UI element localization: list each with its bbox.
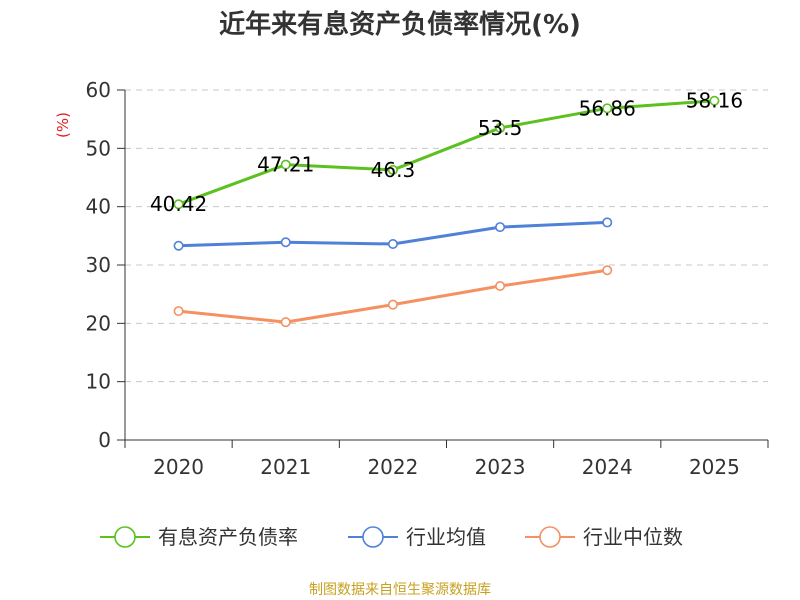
data-point <box>387 239 398 250</box>
y-axis-ticks: 0 10 20 30 40 50 60 <box>86 78 125 452</box>
legend-marker <box>114 526 136 548</box>
data-point <box>173 199 184 210</box>
data-point <box>602 265 613 276</box>
y-tick-label: 20 <box>86 311 111 335</box>
data-label: 46.3 <box>371 158 416 182</box>
data-point <box>173 306 184 317</box>
source-note: 制图数据来自恒生聚源数据库 <box>309 582 491 598</box>
data-point <box>602 103 613 114</box>
x-tick-label: 2023 <box>475 455 526 479</box>
data-point <box>173 240 184 251</box>
x-tick-label: 2021 <box>260 455 311 479</box>
data-label: 40.42 <box>150 192 207 216</box>
data-label: 56.86 <box>579 96 636 120</box>
x-tick-label: 2025 <box>689 455 740 479</box>
legend-item-1: 行业均值 <box>348 525 486 549</box>
x-tick-label: 2022 <box>367 455 418 479</box>
series-2 <box>173 265 613 328</box>
legend-label: 行业中位数 <box>583 525 683 549</box>
data-point <box>709 95 720 106</box>
x-tick-label: 2024 <box>582 455 633 479</box>
x-axis-ticks: 2020 2021 2022 2023 2024 2025 <box>124 440 769 479</box>
series-group: 40.42 47.21 46.3 53.5 56.86 58.16 <box>150 89 743 328</box>
series-0: 40.42 47.21 46.3 53.5 56.86 58.16 <box>150 89 743 216</box>
legend-marker <box>362 526 384 548</box>
y-axis-label: (%) <box>54 112 72 138</box>
legend-item-2: 行业中位数 <box>525 525 683 549</box>
legend-label: 有息资产负债率 <box>158 525 298 549</box>
legend: 有息资产负债率 行业均值 行业中位数 <box>100 525 683 549</box>
data-point <box>387 299 398 310</box>
data-point <box>280 237 291 248</box>
data-point <box>280 159 291 170</box>
series-1 <box>173 217 613 251</box>
data-point <box>280 317 291 328</box>
legend-label: 行业均值 <box>406 525 486 549</box>
y-tick-label: 0 <box>98 428 111 452</box>
data-point <box>602 217 613 228</box>
y-tick-label: 60 <box>86 78 111 102</box>
legend-marker <box>539 526 561 548</box>
x-tick-label: 2020 <box>153 455 204 479</box>
data-label: 47.21 <box>257 153 314 177</box>
data-point <box>495 280 506 291</box>
chart-title: 近年来有息资产负债率情况(%) <box>219 9 581 40</box>
y-tick-label: 10 <box>86 370 111 394</box>
data-label: 53.5 <box>478 116 523 140</box>
data-point <box>495 122 506 133</box>
y-tick-label: 40 <box>86 195 111 219</box>
series-line <box>178 268 608 324</box>
data-label: 58.16 <box>686 89 743 113</box>
y-tick-label: 30 <box>86 253 111 277</box>
y-tick-label: 50 <box>86 136 111 160</box>
series-line <box>178 99 715 206</box>
data-point <box>495 222 506 233</box>
data-point <box>387 164 398 175</box>
legend-item-0: 有息资产负债率 <box>100 525 298 549</box>
